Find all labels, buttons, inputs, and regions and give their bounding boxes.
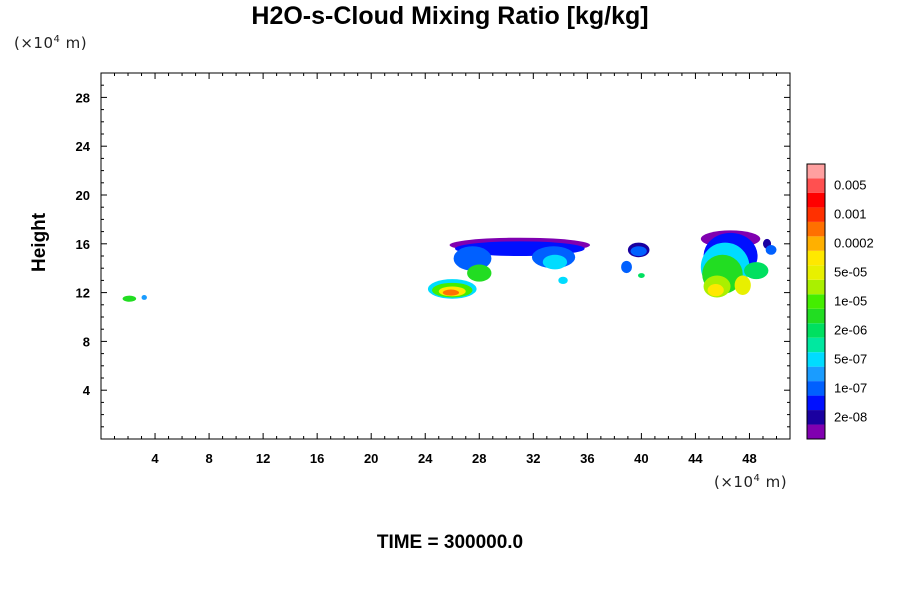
cloud-region-7 xyxy=(558,276,568,285)
x-tick-label: 16 xyxy=(310,451,324,466)
colorbar-swatch-2 xyxy=(807,395,825,411)
cloud-region-24 xyxy=(744,262,769,280)
x-tick-label: 4 xyxy=(151,451,159,466)
colorbar-swatch-14 xyxy=(807,221,825,237)
colorbar-label: 0.005 xyxy=(834,178,867,193)
x-tick-label: 32 xyxy=(526,451,540,466)
cloud-region-16 xyxy=(638,273,645,278)
cloud-region-1 xyxy=(141,295,147,300)
y-unit-suffix: m) xyxy=(60,34,88,52)
x-tick-label: 48 xyxy=(742,451,756,466)
colorbar-swatch-13 xyxy=(807,236,825,251)
colorbar-swatch-1 xyxy=(807,410,825,425)
cloud-region-23 xyxy=(734,275,751,296)
colorbar-swatch-6 xyxy=(807,337,825,353)
colorbar-label: 2e-06 xyxy=(834,322,867,337)
cloud-field xyxy=(122,230,777,302)
x-tick-label: 20 xyxy=(364,451,378,466)
colorbar-label: 2e-08 xyxy=(834,409,867,424)
colorbar-swatch-16 xyxy=(807,192,825,208)
y-unit-prefix: (×10 xyxy=(14,34,54,52)
x-unit-prefix: (×10 xyxy=(714,473,754,491)
colorbar-swatch-10 xyxy=(807,279,825,295)
colorbar-swatch-11 xyxy=(807,265,825,280)
colorbar-swatch-0 xyxy=(807,424,825,439)
x-tick-label: 36 xyxy=(580,451,594,466)
colorbar-swatch-5 xyxy=(807,352,825,367)
cloud-region-8 xyxy=(467,264,492,282)
x-tick-label: 28 xyxy=(472,451,486,466)
colorbar-swatch-3 xyxy=(807,381,825,396)
time-footer: TIME = 300000.0 xyxy=(376,532,524,553)
cloud-region-0 xyxy=(122,295,137,302)
x-tick-label: 44 xyxy=(688,451,703,466)
colorbar: 2e-08 1e-07 5e-07 2e-06 1e-05 5e-05 0.0002 0.00… xyxy=(806,163,874,440)
colorbar-swatch-18 xyxy=(807,164,825,179)
colorbar-swatch-12 xyxy=(807,250,825,266)
y-tick-label: 8 xyxy=(83,334,90,349)
cloud-region-12 xyxy=(442,289,460,296)
x-unit-exponent: 4 xyxy=(753,473,761,484)
y-tick-label: 4 xyxy=(83,383,91,398)
plot-frame xyxy=(100,72,791,440)
y-tick-label: 20 xyxy=(76,188,90,203)
cloud-region-14 xyxy=(630,246,647,256)
colorbar-label: 1e-05 xyxy=(834,294,867,309)
colorbar-label: 5e-07 xyxy=(834,351,867,366)
x-tick-label: 40 xyxy=(634,451,648,466)
colorbar-swatch-15 xyxy=(807,207,825,222)
colorbar-label: 1e-07 xyxy=(834,380,867,395)
colorbar-label: 5e-05 xyxy=(834,265,867,280)
y-tick-label: 28 xyxy=(76,90,90,105)
x-unit-suffix: m) xyxy=(760,473,788,491)
colorbar-swatch-9 xyxy=(807,294,825,309)
y-unit-exponent: 4 xyxy=(53,34,61,45)
cloud-region-26 xyxy=(765,245,777,255)
x-axis-unit: (×104 m) xyxy=(714,473,787,491)
y-tick-label: 24 xyxy=(76,139,91,154)
x-tick-label: 8 xyxy=(205,451,212,466)
cloud-region-6 xyxy=(542,254,568,270)
y-axis-unit: (×104 m) xyxy=(14,34,87,52)
colorbar-frame xyxy=(806,163,826,440)
x-tick-label: 24 xyxy=(418,451,433,466)
cloud-region-4 xyxy=(453,246,492,271)
colorbar-swatch-8 xyxy=(807,308,825,324)
y-tick-label: 12 xyxy=(76,286,90,301)
colorbar-label: 0.001 xyxy=(834,207,867,222)
x-tick-label: 12 xyxy=(256,451,270,466)
y-tick-label: 16 xyxy=(76,237,90,252)
chart-title: H2O-s-Cloud Mixing Ratio [kg/kg] xyxy=(251,2,649,30)
cloud-region-15 xyxy=(621,260,632,274)
colorbar-swatch-17 xyxy=(807,178,825,193)
colorbar-swatch-7 xyxy=(807,323,825,338)
colorbar-swatch-4 xyxy=(807,366,825,382)
cloud-region-22 xyxy=(707,284,724,297)
colorbar-label: 0.0002 xyxy=(834,236,874,251)
